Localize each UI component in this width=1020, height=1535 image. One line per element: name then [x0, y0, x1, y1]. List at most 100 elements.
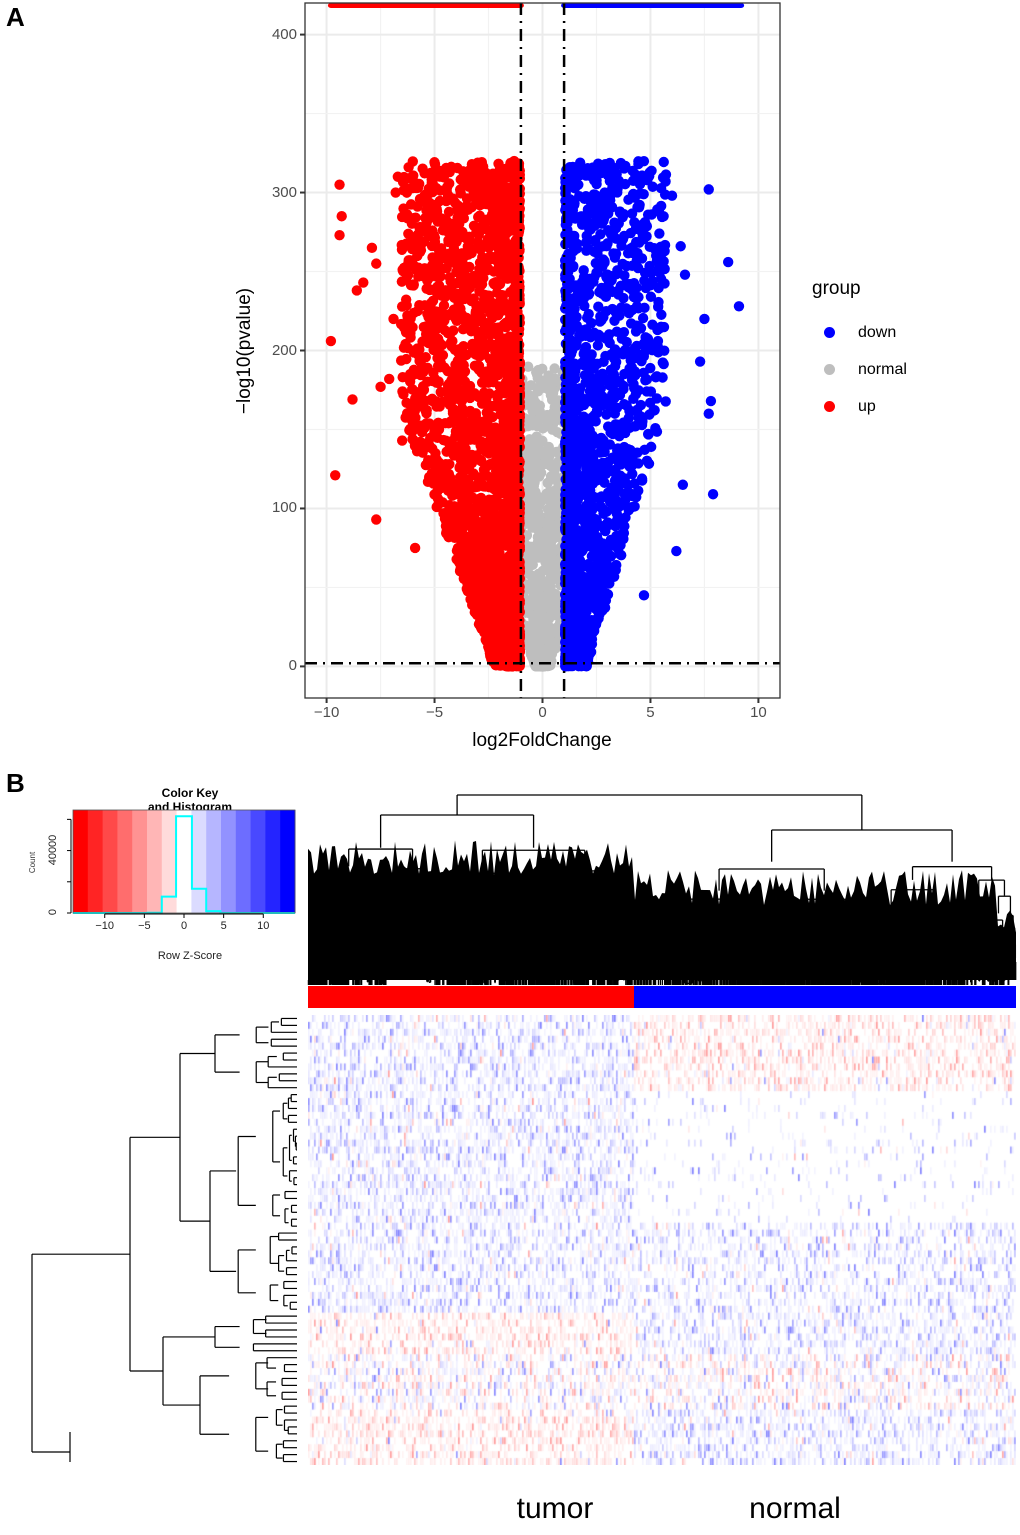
color-key-xlabel: Row Z-Score: [157, 950, 223, 962]
color-key-band: [235, 810, 252, 913]
volcano-point-up: [475, 440, 486, 451]
volcano-point-down: [705, 395, 717, 407]
volcano-point-up: [464, 493, 476, 505]
panel-label-a: A: [6, 2, 25, 32]
volcano-point-down: [580, 341, 592, 353]
volcano-point-up: [481, 263, 492, 275]
volcano-point-up: [452, 542, 464, 554]
volcano-point-down: [660, 176, 671, 187]
volcano-point-up: [336, 211, 347, 222]
volcano-point-up: [447, 518, 458, 530]
volcano-point-up: [429, 204, 440, 215]
volcano-point-down: [637, 312, 649, 324]
volcano-point-down: [573, 504, 584, 515]
volcano-point-up: [486, 359, 497, 370]
volcano-point-up: [466, 410, 478, 421]
volcano-point-down: [609, 520, 620, 531]
volcano-point-normal: [546, 571, 557, 582]
volcano-point-up: [439, 291, 451, 303]
volcano-point-down: [585, 560, 596, 571]
volcano-point-up: [514, 222, 525, 234]
volcano-point-up: [513, 161, 524, 173]
column-dendrogram: [307, 794, 1017, 985]
volcano-point-down: [609, 408, 621, 419]
volcano-point-up: [448, 367, 460, 378]
volcano-point-up: [430, 324, 442, 335]
volcano-point-up: [492, 389, 503, 400]
volcano-point-up: [458, 251, 470, 262]
volcano-point-down: [606, 349, 617, 360]
volcano-point-down: [560, 219, 571, 230]
volcano-point-down: [560, 411, 571, 423]
volcano-point-up: [400, 412, 411, 423]
volcano-point-down: [563, 376, 574, 387]
volcano-point-down: [574, 513, 586, 524]
volcano-point-down: [586, 592, 598, 603]
volcano-point-down: [601, 409, 612, 420]
volcano-point-up: [384, 373, 395, 385]
volcano-point-down: [597, 261, 608, 272]
color-key-band: [132, 810, 148, 913]
volcano-point-down: [647, 344, 658, 356]
volcano-point-up: [406, 218, 418, 229]
volcano-point-up: [473, 211, 484, 223]
volcano-point-up: [495, 409, 506, 420]
volcano-point-normal: [535, 573, 546, 584]
volcano-point-down: [560, 637, 571, 648]
volcano-point-down: [571, 405, 582, 416]
volcano-point-down: [605, 364, 617, 376]
volcano-point-down: [561, 322, 572, 334]
volcano-point-down: [580, 237, 592, 248]
volcano-point-up: [510, 332, 521, 344]
volcano-capped-points-up: [327, 3, 524, 8]
x-axis-title: log2FoldChange: [472, 730, 612, 751]
volcano-point-up: [475, 622, 487, 633]
volcano-point-down: [580, 191, 592, 202]
volcano-point-down: [611, 387, 622, 398]
volcano-point-down: [642, 428, 654, 440]
volcano-point-up: [488, 328, 499, 339]
volcano-point-down: [604, 565, 615, 577]
volcano-point-down: [625, 318, 637, 329]
volcano-point-down: [596, 375, 607, 387]
volcano-point-up: [463, 484, 475, 495]
volcano-point-up: [514, 408, 525, 420]
volcano-point-up: [485, 425, 496, 436]
volcano-point-up: [454, 391, 465, 403]
color-key-band: [191, 810, 207, 913]
volcano-point-down: [581, 245, 592, 256]
volcano-point-up: [447, 490, 458, 501]
volcano-point-down: [733, 301, 745, 312]
volcano-point-normal: [540, 602, 551, 614]
volcano-point-up: [445, 276, 456, 287]
volcano-point-up: [492, 205, 503, 216]
volcano-point-up: [398, 185, 409, 196]
volcano-point-down: [612, 187, 623, 198]
volcano-point-up: [433, 346, 444, 358]
volcano-point-up: [466, 457, 478, 469]
volcano-point-up: [509, 183, 520, 194]
volcano-point-up: [489, 170, 500, 182]
volcano-point-down: [622, 480, 634, 491]
volcano-point-up: [455, 504, 466, 516]
volcano-point-up: [510, 462, 521, 473]
volcano-point-up: [497, 601, 508, 613]
volcano-point-up: [443, 531, 454, 543]
volcano-point-up: [439, 362, 450, 373]
volcano-point-down: [560, 356, 571, 367]
volcano-point-up: [441, 262, 452, 274]
volcano-point-normal: [548, 533, 559, 544]
volcano-point-up: [477, 498, 488, 510]
volcano-point-up: [446, 416, 458, 428]
volcano-point-up: [480, 606, 491, 618]
volcano-point-up: [421, 283, 432, 294]
volcano-point-down: [629, 248, 641, 259]
volcano-point-up: [496, 526, 507, 537]
volcano-point-down: [638, 590, 650, 601]
volcano-point-down: [578, 265, 589, 276]
volcano-point-up: [478, 316, 489, 328]
color-key-border: [72, 809, 296, 914]
volcano-point-down: [573, 456, 585, 468]
volcano-point-down: [654, 262, 666, 273]
volcano-point-down: [628, 393, 639, 405]
